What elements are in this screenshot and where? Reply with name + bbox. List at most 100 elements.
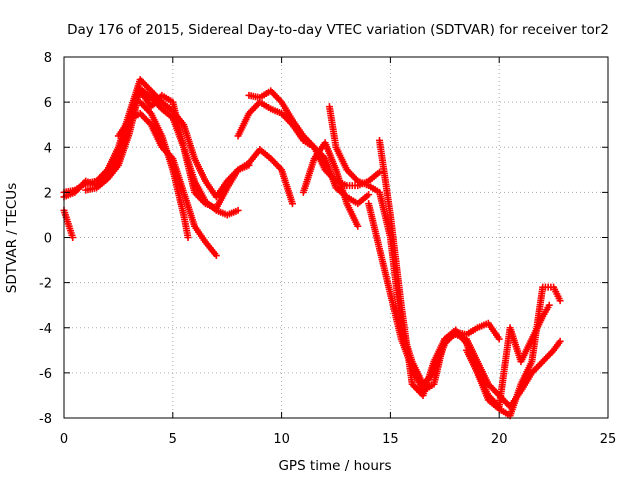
series-arc-13: [463, 301, 553, 411]
data-point-run: [214, 179, 230, 199]
data-point: [354, 222, 362, 230]
data-point-run: [356, 178, 370, 189]
data-point-run: [279, 100, 295, 122]
data-point-run: [235, 111, 252, 138]
data-point-run: [159, 134, 176, 172]
data-points: [60, 76, 564, 420]
data-point-run: [258, 147, 273, 161]
data-point-run: [430, 337, 448, 386]
data-point-run: [322, 141, 339, 172]
data-point-run: [333, 145, 350, 172]
data-point: [212, 252, 220, 260]
data-point: [288, 200, 296, 208]
data-point-run: [148, 123, 165, 149]
data-point-run: [214, 207, 229, 218]
data-point-run: [278, 168, 296, 206]
data-point-run: [367, 183, 381, 195]
data-point-run: [94, 176, 110, 190]
data-point-run: [258, 99, 273, 112]
data-point-run: [180, 145, 198, 183]
series-arc-6: [136, 98, 192, 241]
data-point-run: [464, 348, 480, 375]
data-point-run: [474, 371, 491, 397]
y-tick-label: -2: [39, 277, 52, 292]
data-point-run: [518, 360, 535, 386]
data-point-run: [192, 157, 208, 183]
data-point-run: [160, 93, 175, 105]
data-point-run: [170, 116, 187, 149]
data-point-run: [540, 303, 552, 318]
data-point-run: [387, 213, 405, 307]
data-point-run: [180, 123, 198, 160]
data-point-run: [138, 77, 153, 93]
data-point-run: [225, 167, 241, 183]
data-point-run: [421, 382, 436, 394]
data-point-run: [376, 247, 394, 296]
data-point-run: [94, 167, 110, 183]
x-tick-label: 10: [273, 432, 290, 447]
data-point-run: [203, 199, 219, 213]
data-point-run: [518, 337, 535, 364]
data-point-run: [476, 320, 490, 331]
y-tick-label: 2: [44, 186, 52, 201]
data-point-run: [138, 111, 153, 127]
x-tick-label: 5: [169, 432, 177, 447]
data-point-run: [268, 156, 284, 172]
data-point-run: [138, 100, 153, 116]
data-point-run: [105, 163, 121, 181]
series-arc-1: [60, 206, 77, 241]
y-tick-label: 0: [44, 232, 52, 247]
data-point: [184, 234, 192, 241]
chart-title: Day 176 of 2015, Sidereal Day-to-day VTE…: [67, 22, 609, 38]
data-point-run: [365, 202, 383, 251]
y-tick-label: 4: [44, 141, 52, 156]
data-point-run: [356, 192, 371, 206]
series-arc-9: [299, 139, 362, 230]
data-point-run: [453, 328, 469, 346]
series-arc-10: [325, 103, 503, 388]
data-point-run: [192, 179, 208, 203]
data-point: [556, 297, 564, 305]
data-point-run: [279, 111, 295, 127]
data-point-run: [180, 190, 198, 228]
data-point-run: [409, 366, 426, 393]
data-point: [495, 335, 503, 343]
data-point-run: [225, 207, 240, 218]
data-point: [245, 161, 253, 169]
data-point-run: [474, 360, 491, 386]
data-point-run: [507, 382, 524, 418]
data-point: [376, 168, 384, 176]
data-point-run: [387, 292, 405, 341]
data-point-run: [169, 168, 187, 217]
data-point-run: [269, 106, 283, 117]
data-point-run: [290, 118, 306, 138]
y-tick-label: 8: [44, 51, 52, 66]
series-arc-3: [60, 76, 253, 201]
data-point-run: [115, 132, 133, 167]
data-point-run: [345, 194, 360, 206]
y-tick-label: -6: [39, 367, 52, 382]
y-tick-label: -8: [39, 412, 52, 427]
data-point-run: [529, 315, 546, 341]
data-point-run: [333, 168, 350, 206]
data-point-run: [149, 95, 164, 111]
x-tick-label: 0: [60, 432, 68, 447]
y-tick-label: 6: [44, 96, 52, 111]
data-point-run: [376, 139, 394, 217]
data-point-run: [170, 109, 186, 127]
axis-ticks: 0 5 10 15 20 25 -8 -6 -4 -2 0 2 4 6 8: [39, 51, 616, 447]
data-point: [234, 206, 242, 214]
x-axis-label: GPS time / hours: [278, 458, 391, 474]
data-point-run: [322, 157, 339, 190]
data-point-run: [105, 145, 121, 172]
data-point-run: [486, 321, 502, 341]
data-point-run: [326, 105, 340, 149]
data-point-run: [116, 118, 132, 138]
data-point-run: [258, 88, 273, 100]
y-axis-label: SDTVAR / TECUs: [4, 183, 20, 293]
data-point-run: [346, 182, 359, 190]
data-point-run: [301, 134, 317, 150]
data-point-run: [213, 186, 230, 210]
y-tick-label: -4: [39, 322, 52, 337]
data-point: [556, 337, 564, 345]
